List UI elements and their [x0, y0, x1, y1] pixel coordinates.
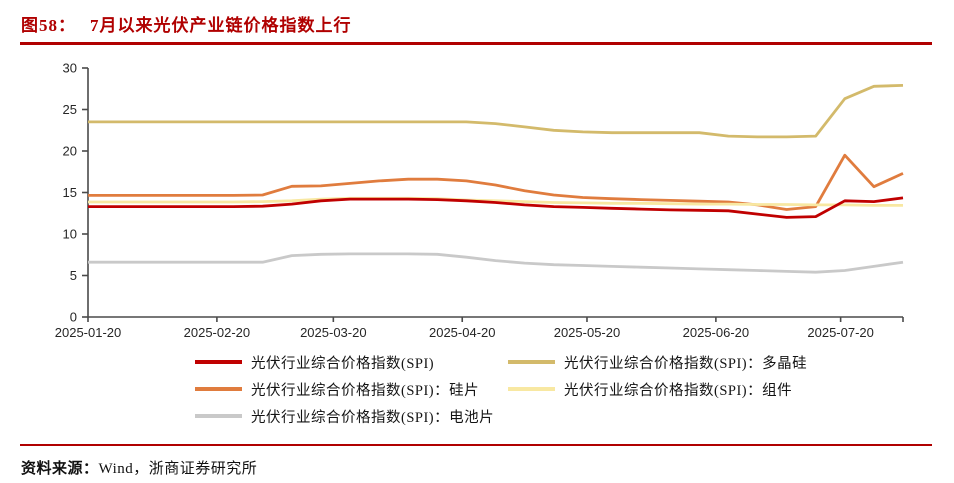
figure-number: 图58：	[21, 16, 76, 35]
y-axis-tick-label: 15	[63, 185, 77, 200]
series-line-1	[88, 84, 904, 139]
x-axis-tick-label: 2025-04-20	[429, 325, 496, 340]
legend-swatch	[195, 387, 242, 391]
title-divider	[20, 42, 932, 45]
chart-legend: 光伏行业综合价格指数(SPI) 光伏行业综合价格指数(SPI)：多晶硅 光伏行业综合…	[195, 353, 808, 426]
price-index-line-chart: 0 5 10 15 20 25 30 2025-01-20 2025-02-20 2025-03-…	[55, 61, 904, 340]
series-line-4	[88, 252, 904, 274]
legend-item: 光伏行业综合价格指数(SPI)：电池片	[195, 407, 508, 426]
legend-item: 光伏行业综合价格指数(SPI)：多晶硅	[508, 353, 808, 372]
x-axis-tick-label: 2025-02-20	[184, 325, 251, 340]
figure-title: 图58： 7月以来光伏产业链价格指数上行	[21, 11, 352, 36]
source-label: 资料来源：	[21, 461, 99, 477]
x-axis-tick-label: 2025-06-20	[683, 325, 750, 340]
figure-title-text: 7月以来光伏产业链价格指数上行	[90, 16, 352, 35]
y-axis-tick-label: 10	[63, 227, 77, 242]
series-line-2	[88, 153, 904, 211]
x-axis-tick-label: 2025-07-20	[807, 325, 874, 340]
legend-item: 光伏行业综合价格指数(SPI)：硅片	[195, 380, 508, 399]
series-line-0	[88, 196, 904, 219]
y-axis-tick-label: 30	[63, 61, 77, 76]
y-axis-tick-label: 0	[70, 310, 77, 325]
legend-swatch	[195, 414, 242, 418]
legend-label: 光伏行业综合价格指数(SPI)：组件	[564, 382, 793, 399]
y-axis-tick-label: 20	[63, 144, 77, 159]
legend-swatch	[508, 360, 555, 364]
legend-swatch	[508, 387, 555, 391]
footer-divider	[20, 444, 932, 446]
legend-label: 光伏行业综合价格指数(SPI)：硅片	[251, 382, 480, 399]
x-axis-tick-label: 2025-05-20	[554, 325, 621, 340]
legend-label: 光伏行业综合价格指数(SPI)：多晶硅	[564, 355, 808, 372]
legend-item: 光伏行业综合价格指数(SPI)	[195, 353, 508, 372]
x-axis-tick-label: 2025-01-20	[55, 325, 122, 340]
source-note: 资料来源：Wind，浙商证券研究所	[21, 457, 257, 478]
legend-label: 光伏行业综合价格指数(SPI)	[251, 355, 435, 372]
series-line-3	[88, 196, 903, 207]
legend-swatch	[195, 360, 242, 364]
y-axis-tick-label: 25	[63, 102, 77, 117]
x-axis-tick-label: 2025-03-20	[300, 325, 367, 340]
legend-item: 光伏行业综合价格指数(SPI)：组件	[508, 380, 807, 399]
y-axis-tick-label: 5	[70, 268, 77, 283]
legend-label: 光伏行业综合价格指数(SPI)：电池片	[251, 409, 495, 426]
source-text: Wind，浙商证券研究所	[98, 461, 258, 477]
